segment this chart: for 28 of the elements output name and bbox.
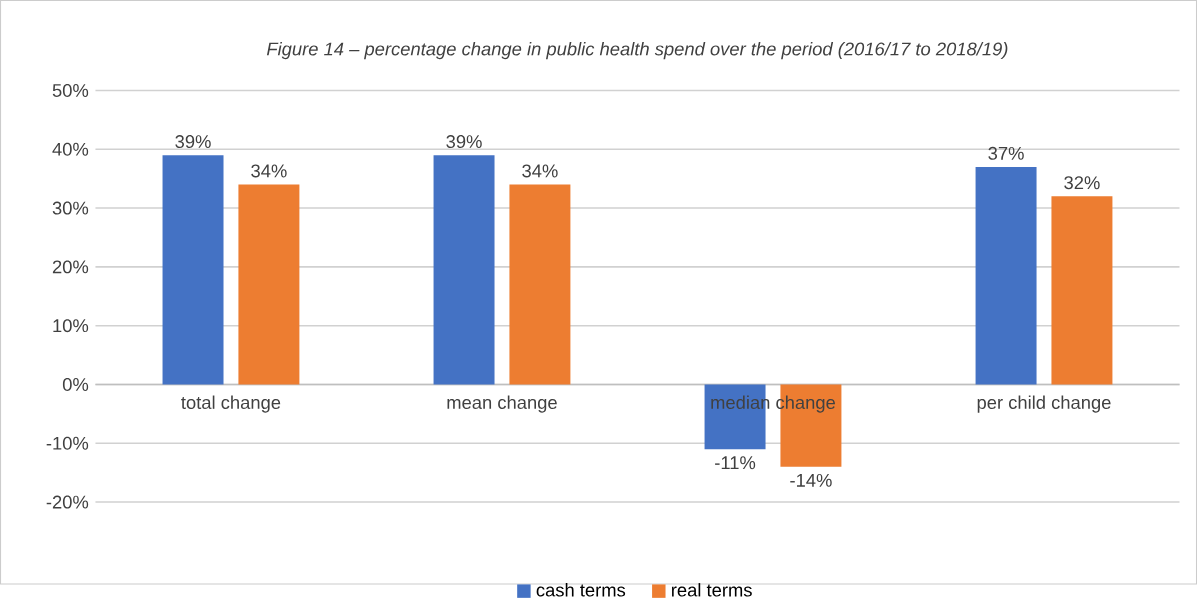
data-label: 37% bbox=[988, 146, 1024, 160]
y-tick-label: 40% bbox=[52, 142, 89, 156]
y-tick-label: -20% bbox=[46, 495, 89, 509]
y-tick-label: -10% bbox=[46, 436, 89, 450]
y-tick-label: 0% bbox=[62, 378, 89, 392]
data-label: -11% bbox=[715, 456, 756, 470]
data-label: 34% bbox=[251, 164, 287, 178]
x-tick-label: mean change bbox=[447, 395, 557, 413]
bar bbox=[238, 184, 300, 385]
data-label: 39% bbox=[446, 135, 482, 149]
legend-label: real terms bbox=[672, 583, 752, 597]
bar bbox=[1051, 196, 1113, 385]
y-tick-label: 50% bbox=[52, 84, 89, 98]
data-label: 32% bbox=[1064, 176, 1100, 190]
x-tick-label: per child change bbox=[977, 395, 1111, 413]
chart-title: Figure 14 – percentage change in public health spend over the period (2016/17 to 2018/19) bbox=[266, 42, 1008, 60]
legend-label: cash terms bbox=[536, 583, 626, 597]
data-label: -14% bbox=[790, 474, 832, 487]
y-tick-label: 20% bbox=[52, 260, 89, 274]
bar bbox=[433, 155, 495, 385]
y-tick-label: 30% bbox=[52, 201, 89, 215]
data-label: 39% bbox=[175, 135, 211, 149]
bar bbox=[162, 155, 224, 385]
data-label: 34% bbox=[522, 164, 558, 178]
bar bbox=[975, 167, 1037, 385]
bar bbox=[509, 184, 571, 385]
y-tick-label: 10% bbox=[53, 319, 89, 333]
x-tick-label: total change bbox=[181, 395, 281, 413]
